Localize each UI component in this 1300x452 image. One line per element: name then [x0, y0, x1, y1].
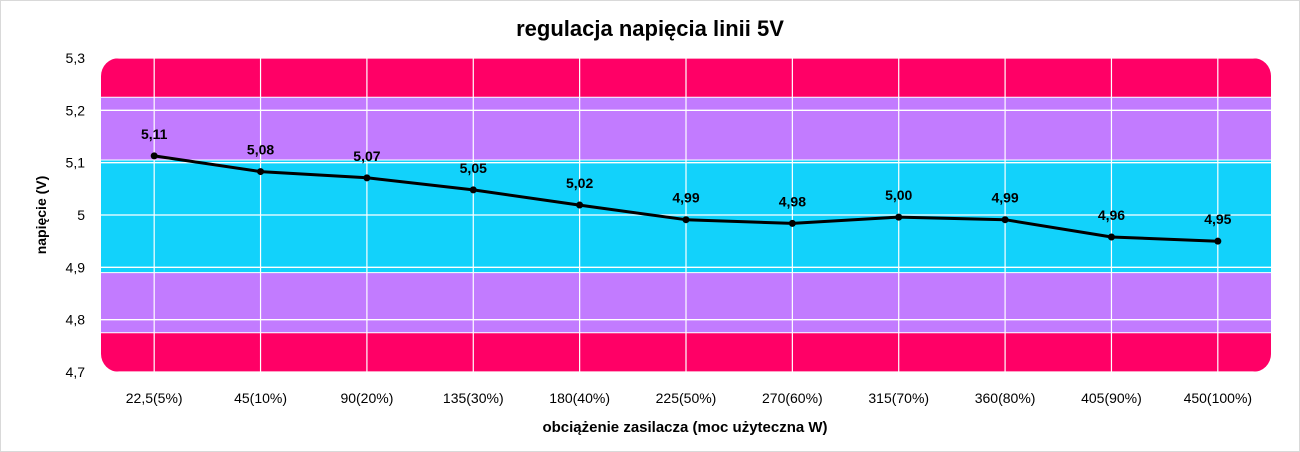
- data-labels: 5,11 5,08 5,07 5,05 5,02 4,99 4,98 5,00 4,99 4,96…: [141, 126, 1232, 227]
- data-point: [1107, 233, 1115, 241]
- x-axis-ticks: 22,5(5%) 45(10%) 90(20%) 135(30%) 180(40%) 22…: [126, 390, 1252, 406]
- chart-title: regulacja napięcia linii 5V: [516, 16, 784, 41]
- x-tick-label: 225(50%): [656, 390, 717, 406]
- data-point: [895, 213, 903, 221]
- gridlines: [101, 58, 1271, 372]
- data-point: [257, 168, 265, 176]
- data-point: [1001, 216, 1009, 224]
- x-tick-label: 270(60%): [762, 390, 823, 406]
- x-tick-label: 315(70%): [868, 390, 929, 406]
- x-tick-label: 135(30%): [443, 390, 504, 406]
- y-tick-label: 4,9: [66, 259, 86, 275]
- data-label: 4,96: [1098, 207, 1125, 223]
- x-tick-label: 45(10%): [234, 390, 287, 406]
- data-points: [150, 152, 1222, 245]
- y-tick-label: 4,8: [66, 312, 86, 328]
- data-point: [576, 201, 584, 209]
- y-tick-label: 5,3: [66, 50, 86, 66]
- x-tick-label: 90(20%): [340, 390, 393, 406]
- y-tick-label: 5,2: [66, 102, 86, 118]
- x-tick-label: 22,5(5%): [126, 390, 183, 406]
- y-tick-label: 5: [77, 207, 85, 223]
- data-label: 4,95: [1204, 211, 1231, 227]
- x-tick-label: 180(40%): [549, 390, 610, 406]
- data-point: [788, 219, 796, 227]
- x-axis-title: obciążenie zasilacza (moc użyteczna W): [542, 419, 828, 436]
- data-point: [682, 216, 690, 224]
- data-label: 5,02: [566, 175, 593, 191]
- y-tick-label: 4,7: [66, 364, 86, 380]
- data-label: 5,11: [141, 126, 168, 142]
- data-label: 5,07: [353, 148, 380, 164]
- x-tick-label: 450(100%): [1184, 390, 1253, 406]
- data-point: [150, 152, 158, 160]
- y-tick-label: 5,1: [66, 155, 86, 171]
- data-point: [1214, 237, 1222, 245]
- data-label: 4,99: [672, 190, 699, 206]
- data-label: 4,99: [991, 190, 1018, 206]
- data-label: 5,05: [460, 160, 487, 176]
- data-point: [469, 186, 477, 194]
- data-label: 5,00: [885, 187, 912, 203]
- data-label: 4,98: [779, 193, 806, 209]
- y-axis-ticks: 4,7 4,8 4,9 5 5,1 5,2 5,3: [66, 50, 86, 380]
- x-tick-label: 405(90%): [1081, 390, 1142, 406]
- data-point: [363, 174, 371, 182]
- data-label: 5,08: [247, 142, 274, 158]
- x-tick-label: 360(80%): [975, 390, 1036, 406]
